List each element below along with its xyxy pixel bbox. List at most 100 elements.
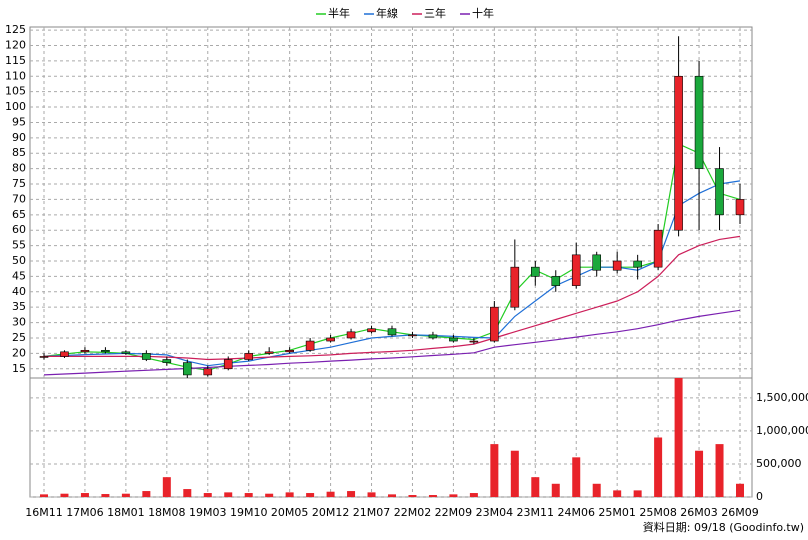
x-tick-label: 25M08 xyxy=(639,506,677,519)
y-tick-label: 75 xyxy=(12,177,26,190)
x-tick-label: 22M09 xyxy=(435,506,473,519)
x-tick-label: 26M09 xyxy=(721,506,759,519)
ma-line xyxy=(44,235,741,361)
candle-body xyxy=(142,353,151,360)
volume-bar xyxy=(408,495,417,497)
candle-body xyxy=(367,328,376,333)
candle-body xyxy=(674,75,683,231)
candle-body xyxy=(571,254,581,286)
volume-bar xyxy=(449,494,458,497)
candle-body xyxy=(285,349,294,353)
candle-body xyxy=(592,254,602,271)
legend-label: 半年 xyxy=(328,6,350,20)
volume-bar xyxy=(592,483,601,497)
candle-body xyxy=(735,199,745,216)
candle-body xyxy=(244,353,254,360)
candle-body xyxy=(715,168,724,216)
candle-body xyxy=(469,340,479,343)
candle-body xyxy=(121,351,131,354)
candle-body xyxy=(490,306,499,342)
y-tick-label: 20 xyxy=(12,346,26,359)
volume-bar xyxy=(80,493,89,497)
y-tick-label: 105 xyxy=(5,85,26,98)
volume-bar xyxy=(695,450,704,497)
candle-body xyxy=(264,351,274,354)
candle-body xyxy=(653,229,663,268)
x-tick-label: 23M11 xyxy=(517,506,555,519)
volume-bar xyxy=(531,477,540,497)
volume-bar xyxy=(490,444,499,497)
y-tick-label: 35 xyxy=(12,300,26,313)
y2-tick-label: 0 xyxy=(756,490,763,503)
volume-bar xyxy=(736,483,744,497)
candle-body xyxy=(101,349,110,353)
volume-bar xyxy=(162,477,171,497)
y-tick-label: 65 xyxy=(12,208,26,221)
legend-label: 三年 xyxy=(424,6,446,20)
x-tick-label: 16M11 xyxy=(25,506,63,519)
y-tick-label: 50 xyxy=(12,254,26,267)
y-tick-label: 115 xyxy=(5,54,26,67)
candle-body xyxy=(326,337,335,342)
plot-frame xyxy=(29,26,753,498)
x-tick-label: 24M06 xyxy=(557,506,595,519)
y2-tick-label: 1,500,000 xyxy=(756,391,808,404)
y-tick-label: 30 xyxy=(12,316,26,329)
volume-bar xyxy=(715,444,724,497)
x-tick-label: 18M01 xyxy=(107,506,145,519)
x-tick-label: 23M04 xyxy=(476,506,514,519)
volume-bar xyxy=(428,495,437,497)
volume-bar xyxy=(469,493,478,497)
candle-body xyxy=(60,351,69,357)
candle-body xyxy=(223,359,233,370)
candle-body xyxy=(387,328,397,336)
x-tick-label: 20M05 xyxy=(271,506,309,519)
volume-bar xyxy=(183,489,192,497)
volume-bar xyxy=(142,491,151,497)
volume-bar xyxy=(121,493,130,497)
candle-body xyxy=(694,75,704,169)
y-tick-label: 45 xyxy=(12,269,26,282)
legend-label: 年線 xyxy=(376,6,398,20)
volume-bar xyxy=(510,450,519,497)
candle-body xyxy=(530,266,540,277)
candle-body xyxy=(203,368,213,376)
volume-bar xyxy=(285,492,294,497)
volume-bar xyxy=(633,490,642,497)
y-tick-label: 95 xyxy=(12,115,26,128)
volume-bar xyxy=(551,483,560,497)
volume-bar xyxy=(347,491,356,497)
volume-bar xyxy=(101,494,110,497)
y-tick-label: 85 xyxy=(12,146,26,159)
x-tick-label: 19M03 xyxy=(189,506,227,519)
volume-bar xyxy=(654,437,663,497)
ma-line xyxy=(43,309,741,376)
y-tick-label: 110 xyxy=(5,69,26,82)
y-tick-label: 125 xyxy=(5,23,26,36)
candle-body xyxy=(162,359,172,363)
y-tick-label: 15 xyxy=(12,362,26,375)
x-tick-label: 17M06 xyxy=(66,506,104,519)
y2-tick-label: 1,000,000 xyxy=(756,424,808,437)
volume-bar xyxy=(224,492,233,497)
candle-body xyxy=(551,276,561,286)
volume-bar xyxy=(40,494,48,497)
candle-body xyxy=(428,334,438,339)
volume-bar xyxy=(674,378,683,497)
y-tick-label: 90 xyxy=(12,131,26,144)
legend-label: 十年 xyxy=(472,6,494,20)
candle-body xyxy=(39,356,49,358)
y-tick-label: 55 xyxy=(12,239,26,252)
candle-body xyxy=(305,340,315,351)
volume-bar xyxy=(244,493,253,497)
candle-body xyxy=(612,260,622,271)
candle-body xyxy=(182,362,192,376)
volume-bar xyxy=(613,490,622,497)
y-tick-label: 120 xyxy=(5,38,26,51)
volume-bar xyxy=(265,493,274,497)
candle-body xyxy=(408,334,417,337)
x-tick-label: 25M01 xyxy=(598,506,636,519)
y-tick-label: 60 xyxy=(12,223,26,236)
x-tick-label: 18M08 xyxy=(148,506,186,519)
